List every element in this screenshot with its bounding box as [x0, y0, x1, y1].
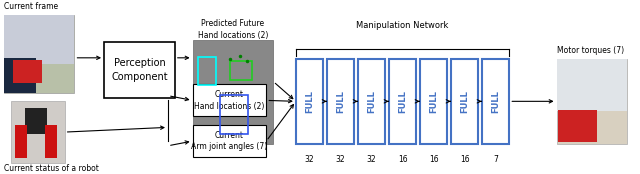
Bar: [388, 59, 417, 144]
Text: Current frame: Current frame: [4, 2, 58, 11]
Bar: [420, 59, 447, 144]
Text: FULL: FULL: [460, 90, 469, 113]
Text: Perception
Component: Perception Component: [111, 58, 168, 82]
Bar: [26, 108, 47, 135]
Bar: [193, 40, 273, 144]
Bar: [4, 58, 35, 93]
Text: FULL: FULL: [398, 90, 407, 113]
Bar: [230, 61, 252, 80]
Bar: [104, 42, 175, 98]
Bar: [193, 84, 266, 116]
Text: FULL: FULL: [429, 90, 438, 113]
Text: 32: 32: [336, 155, 346, 164]
Bar: [4, 15, 74, 93]
Bar: [45, 125, 57, 158]
Bar: [482, 59, 509, 144]
Bar: [220, 95, 248, 135]
Text: Motor torques (7): Motor torques (7): [557, 46, 623, 55]
Text: Manipulation Network: Manipulation Network: [356, 21, 449, 30]
Text: FULL: FULL: [336, 90, 345, 113]
Bar: [557, 59, 627, 144]
Text: 16: 16: [397, 155, 408, 164]
Bar: [13, 60, 42, 83]
Text: Current
Hand locations (2): Current Hand locations (2): [194, 90, 264, 111]
Bar: [4, 15, 74, 64]
Text: 16: 16: [460, 155, 469, 164]
Text: Predicted Future
Hand locations (2): Predicted Future Hand locations (2): [198, 19, 268, 40]
Text: Current
Arm joint angles (7): Current Arm joint angles (7): [191, 131, 268, 152]
Text: 16: 16: [429, 155, 438, 164]
Text: FULL: FULL: [305, 90, 314, 113]
Text: FULL: FULL: [367, 90, 376, 113]
Text: 7: 7: [493, 155, 498, 164]
Text: 32: 32: [305, 155, 314, 164]
Bar: [15, 125, 28, 158]
Text: FULL: FULL: [491, 90, 500, 113]
Text: 32: 32: [367, 155, 376, 164]
Bar: [10, 101, 65, 163]
Bar: [198, 57, 216, 85]
Text: Current status of a robot: Current status of a robot: [4, 164, 99, 173]
Bar: [193, 125, 266, 157]
Bar: [296, 59, 323, 144]
Bar: [559, 110, 598, 142]
Bar: [451, 59, 478, 144]
Bar: [557, 59, 627, 111]
Bar: [327, 59, 355, 144]
Bar: [358, 59, 385, 144]
